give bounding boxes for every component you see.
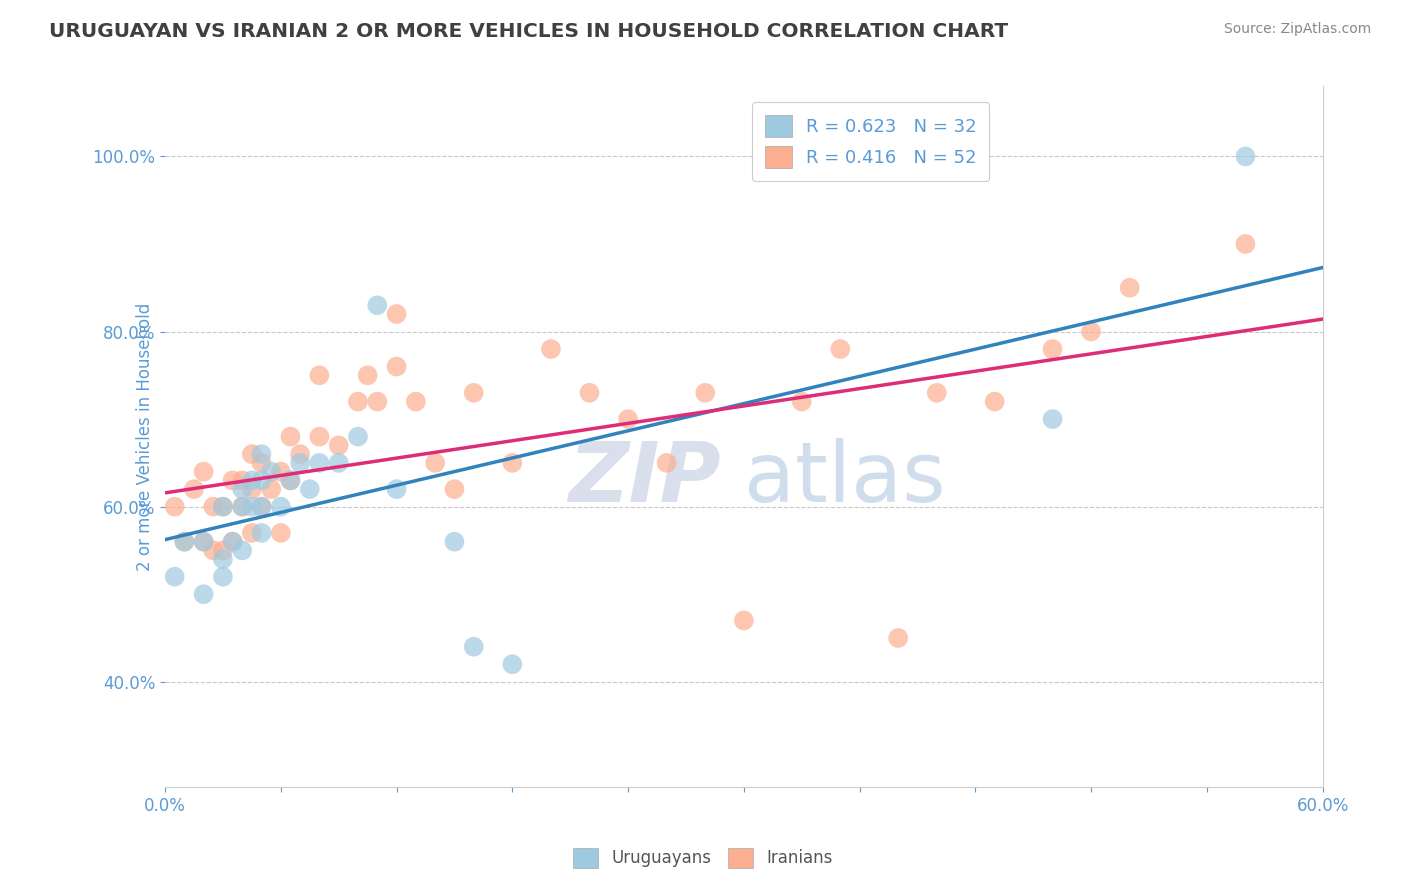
Point xyxy=(193,534,215,549)
Point xyxy=(280,474,302,488)
Point xyxy=(443,482,465,496)
Point xyxy=(280,474,302,488)
Point xyxy=(212,500,235,514)
Point xyxy=(1042,342,1064,356)
Point xyxy=(250,500,273,514)
Point xyxy=(501,657,523,672)
Point xyxy=(240,525,263,540)
Point xyxy=(366,298,388,312)
Point xyxy=(925,385,948,400)
Point xyxy=(240,447,263,461)
Point xyxy=(328,438,350,452)
Point xyxy=(212,570,235,584)
Point xyxy=(366,394,388,409)
Point xyxy=(423,456,446,470)
Point xyxy=(280,429,302,443)
Point xyxy=(221,534,243,549)
Point xyxy=(163,500,186,514)
Point xyxy=(501,456,523,470)
Point xyxy=(443,534,465,549)
Point xyxy=(240,500,263,514)
Point xyxy=(221,474,243,488)
Point xyxy=(202,500,225,514)
Point xyxy=(830,342,852,356)
Point xyxy=(270,525,292,540)
Point xyxy=(202,543,225,558)
Point xyxy=(250,525,273,540)
Point xyxy=(1080,325,1102,339)
Point xyxy=(328,456,350,470)
Point xyxy=(250,500,273,514)
Point xyxy=(463,640,485,654)
Point xyxy=(250,456,273,470)
Legend: Uruguayans, Iranians: Uruguayans, Iranians xyxy=(567,841,839,875)
Point xyxy=(1118,281,1140,295)
Point xyxy=(288,447,311,461)
Point xyxy=(733,614,755,628)
Point xyxy=(385,359,408,374)
Point xyxy=(270,500,292,514)
Text: Source: ZipAtlas.com: Source: ZipAtlas.com xyxy=(1223,22,1371,37)
Point xyxy=(240,482,263,496)
Point xyxy=(1042,412,1064,426)
Point xyxy=(385,307,408,321)
Text: ZIP: ZIP xyxy=(568,438,721,519)
Point xyxy=(240,474,263,488)
Point xyxy=(308,456,330,470)
Point xyxy=(260,482,283,496)
Point xyxy=(193,465,215,479)
Point xyxy=(270,465,292,479)
Point xyxy=(288,456,311,470)
Point xyxy=(212,543,235,558)
Point xyxy=(540,342,562,356)
Point xyxy=(231,482,253,496)
Point xyxy=(578,385,600,400)
Point xyxy=(790,394,813,409)
Point xyxy=(347,429,370,443)
Point xyxy=(1234,149,1257,163)
Text: atlas: atlas xyxy=(744,438,946,519)
Y-axis label: 2 or more Vehicles in Household: 2 or more Vehicles in Household xyxy=(136,302,153,571)
Point xyxy=(983,394,1005,409)
Point xyxy=(655,456,678,470)
Point xyxy=(308,429,330,443)
Text: URUGUAYAN VS IRANIAN 2 OR MORE VEHICLES IN HOUSEHOLD CORRELATION CHART: URUGUAYAN VS IRANIAN 2 OR MORE VEHICLES … xyxy=(49,22,1008,41)
Point xyxy=(231,500,253,514)
Point xyxy=(695,385,717,400)
Point xyxy=(212,500,235,514)
Point xyxy=(231,543,253,558)
Point xyxy=(163,570,186,584)
Point xyxy=(298,482,321,496)
Point xyxy=(193,587,215,601)
Point xyxy=(221,534,243,549)
Point xyxy=(1234,237,1257,252)
Point xyxy=(212,552,235,566)
Point xyxy=(231,474,253,488)
Point xyxy=(183,482,205,496)
Point xyxy=(463,385,485,400)
Point xyxy=(356,368,378,383)
Point xyxy=(617,412,640,426)
Point xyxy=(250,474,273,488)
Point xyxy=(231,500,253,514)
Point xyxy=(260,465,283,479)
Point xyxy=(173,534,195,549)
Point xyxy=(250,447,273,461)
Point xyxy=(173,534,195,549)
Point xyxy=(385,482,408,496)
Point xyxy=(193,534,215,549)
Point xyxy=(405,394,427,409)
Point xyxy=(347,394,370,409)
Legend: R = 0.623   N = 32, R = 0.416   N = 52: R = 0.623 N = 32, R = 0.416 N = 52 xyxy=(752,103,990,181)
Point xyxy=(308,368,330,383)
Point xyxy=(887,631,910,645)
